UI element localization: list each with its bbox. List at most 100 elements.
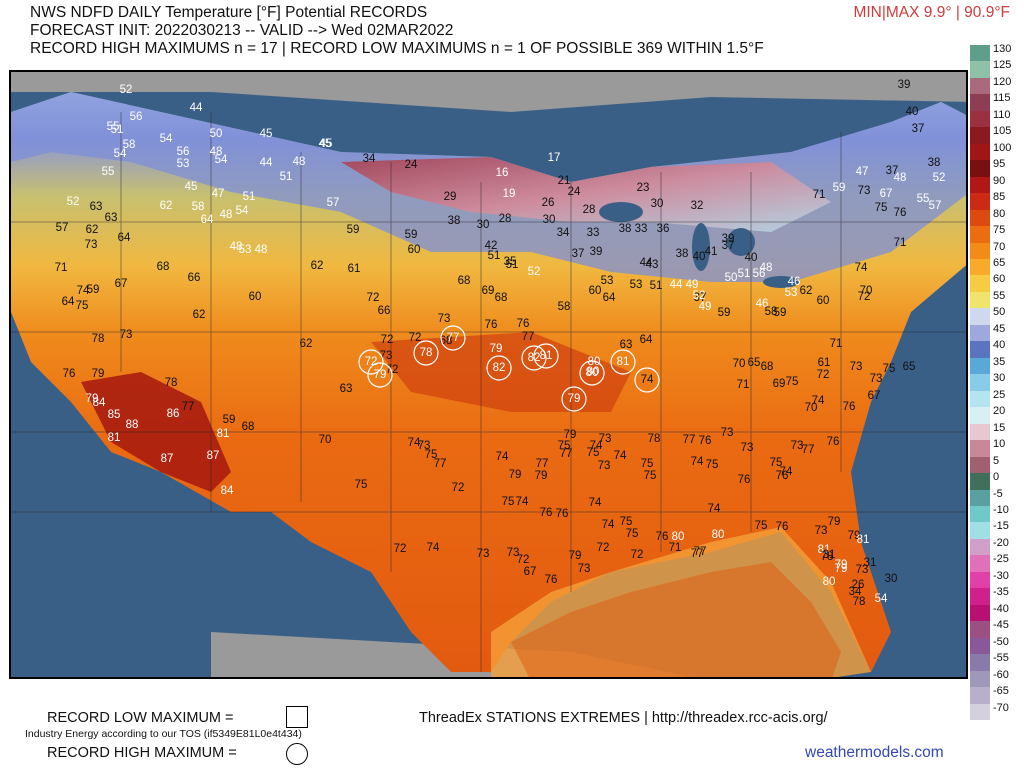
station-temperature-value: 77 xyxy=(522,331,535,343)
station-temperature-value: 31 xyxy=(823,549,836,561)
color-scale-label: 130 xyxy=(993,43,1012,55)
station-temperature-value: 67 xyxy=(868,390,881,402)
color-scale-swatch xyxy=(970,489,990,507)
station-temperature-value: 62 xyxy=(311,260,324,272)
color-scale-label: 60 xyxy=(993,273,1006,286)
color-scale-label: 5 xyxy=(993,454,1000,467)
station-temperature-value: 81 xyxy=(857,534,870,546)
station-temperature-value: 74 xyxy=(780,466,793,478)
station-temperature-value: 67 xyxy=(115,278,128,290)
color-scale-label: 25 xyxy=(993,388,1006,401)
color-scale-swatch xyxy=(970,324,990,342)
station-temperature-value: 59 xyxy=(405,229,418,241)
station-temperature-value: 69 xyxy=(773,378,786,390)
station-temperature-value: 80 xyxy=(588,356,601,368)
station-temperature-value: 78 xyxy=(92,333,105,345)
circle-symbol-icon xyxy=(286,743,308,765)
station-temperature-value: 75 xyxy=(502,496,515,508)
color-scale-label: -5 xyxy=(993,487,1003,500)
station-temperature-value: 79 xyxy=(848,530,861,542)
station-temperature-value: 74 xyxy=(427,542,440,554)
color-scale-label: -30 xyxy=(993,569,1009,582)
station-temperature-value: 52 xyxy=(933,172,946,184)
station-temperature-value: 59 xyxy=(87,284,100,296)
color-scale-label: 85 xyxy=(993,191,1006,204)
station-temperature-value: 74 xyxy=(496,451,509,463)
station-temperature-value: 72 xyxy=(517,554,530,566)
color-scale-label: 120 xyxy=(993,75,1012,88)
station-temperature-value: 59 xyxy=(833,182,846,194)
station-temperature-value: 24 xyxy=(568,186,581,198)
station-temperature-value: 75 xyxy=(626,528,639,540)
color-scale-swatch xyxy=(970,45,990,62)
station-temperature-value: 23 xyxy=(637,182,650,194)
station-temperature-value: 30 xyxy=(543,214,556,226)
station-temperature-value: 52 xyxy=(67,196,80,208)
color-scale-swatch xyxy=(970,621,990,639)
station-temperature-value: 52 xyxy=(693,290,706,302)
record-high-circle-marker xyxy=(440,325,466,351)
station-temperature-value: 30 xyxy=(477,219,490,231)
color-scale-label: -45 xyxy=(993,619,1009,632)
station-temperature-value: 77 xyxy=(182,401,195,413)
station-temperature-value: 71 xyxy=(669,542,682,554)
station-temperature-value: 76 xyxy=(776,521,789,533)
station-temperature-value: 74 xyxy=(641,374,654,386)
station-temperature-value: 65 xyxy=(903,361,916,373)
station-temperature-value: 51 xyxy=(506,259,519,271)
station-temperature-value: 24 xyxy=(405,159,418,171)
station-temperature-value: 57 xyxy=(929,200,942,212)
station-temperature-value: 48 xyxy=(210,146,223,158)
station-temperature-value: 79 xyxy=(86,393,99,405)
color-scale-swatch xyxy=(970,341,990,359)
station-temperature-value: 77 xyxy=(691,548,704,560)
station-temperature-value: 51 xyxy=(243,191,256,203)
station-temperature-value: 74 xyxy=(590,440,603,452)
color-scale-swatch xyxy=(970,259,990,276)
station-temperature-value: 73 xyxy=(120,329,133,341)
color-scale-label: 0 xyxy=(993,471,1000,484)
station-temperature-value: 29 xyxy=(444,191,457,203)
color-scale-swatch xyxy=(970,555,990,573)
station-temperature-value: 21 xyxy=(558,175,571,187)
station-temperature-value: 73 xyxy=(578,563,591,575)
record-high-circle-marker xyxy=(533,343,559,369)
station-temperature-value: 44 xyxy=(640,257,653,269)
station-temperature-value: 64 xyxy=(640,334,653,346)
station-temperature-value: 79 xyxy=(535,470,548,482)
color-scale-swatch xyxy=(970,703,990,721)
record-high-circle-marker xyxy=(561,386,587,412)
color-scale-swatch xyxy=(970,275,990,293)
station-temperature-value: 69 xyxy=(482,285,495,297)
watermark: weathermodels.com xyxy=(805,744,944,761)
station-temperature-value: 73 xyxy=(85,239,98,251)
station-temperature-value: 62 xyxy=(193,309,206,321)
station-temperature-value: 17 xyxy=(548,152,561,164)
color-scale-label: 30 xyxy=(993,372,1006,385)
station-temperature-value: 74 xyxy=(602,519,615,531)
color-scale-label: 40 xyxy=(993,339,1006,352)
station-temperature-value: 51 xyxy=(280,171,293,183)
station-temperature-value: 67 xyxy=(524,566,537,578)
station-temperature-value: 72 xyxy=(452,482,465,494)
color-scale-label: 20 xyxy=(993,405,1006,418)
color-scale-label: 90 xyxy=(993,174,1006,187)
color-scale-label: -25 xyxy=(993,553,1009,566)
station-temperature-value: 47 xyxy=(212,188,225,200)
station-temperature-value: 53 xyxy=(630,279,643,291)
station-temperature-value: 48 xyxy=(255,244,268,256)
station-temperature-value: 28 xyxy=(499,213,512,225)
station-temperature-value: 47 xyxy=(856,166,869,178)
record-high-circle-marker xyxy=(521,345,547,371)
station-temperature-value: 81 xyxy=(818,544,831,556)
color-scale-swatch xyxy=(970,308,990,326)
station-temperature-value: 51 xyxy=(738,268,751,280)
station-temperature-value: 74 xyxy=(589,497,602,509)
station-temperature-value: 75 xyxy=(587,447,600,459)
station-temperature-value: 48 xyxy=(894,172,907,184)
color-scale-swatch xyxy=(970,143,990,161)
color-scale-label: 115 xyxy=(993,92,1011,105)
station-temperature-value: 80 xyxy=(672,531,685,543)
state-borders xyxy=(11,112,966,672)
station-temperature-value: 39 xyxy=(722,233,735,245)
